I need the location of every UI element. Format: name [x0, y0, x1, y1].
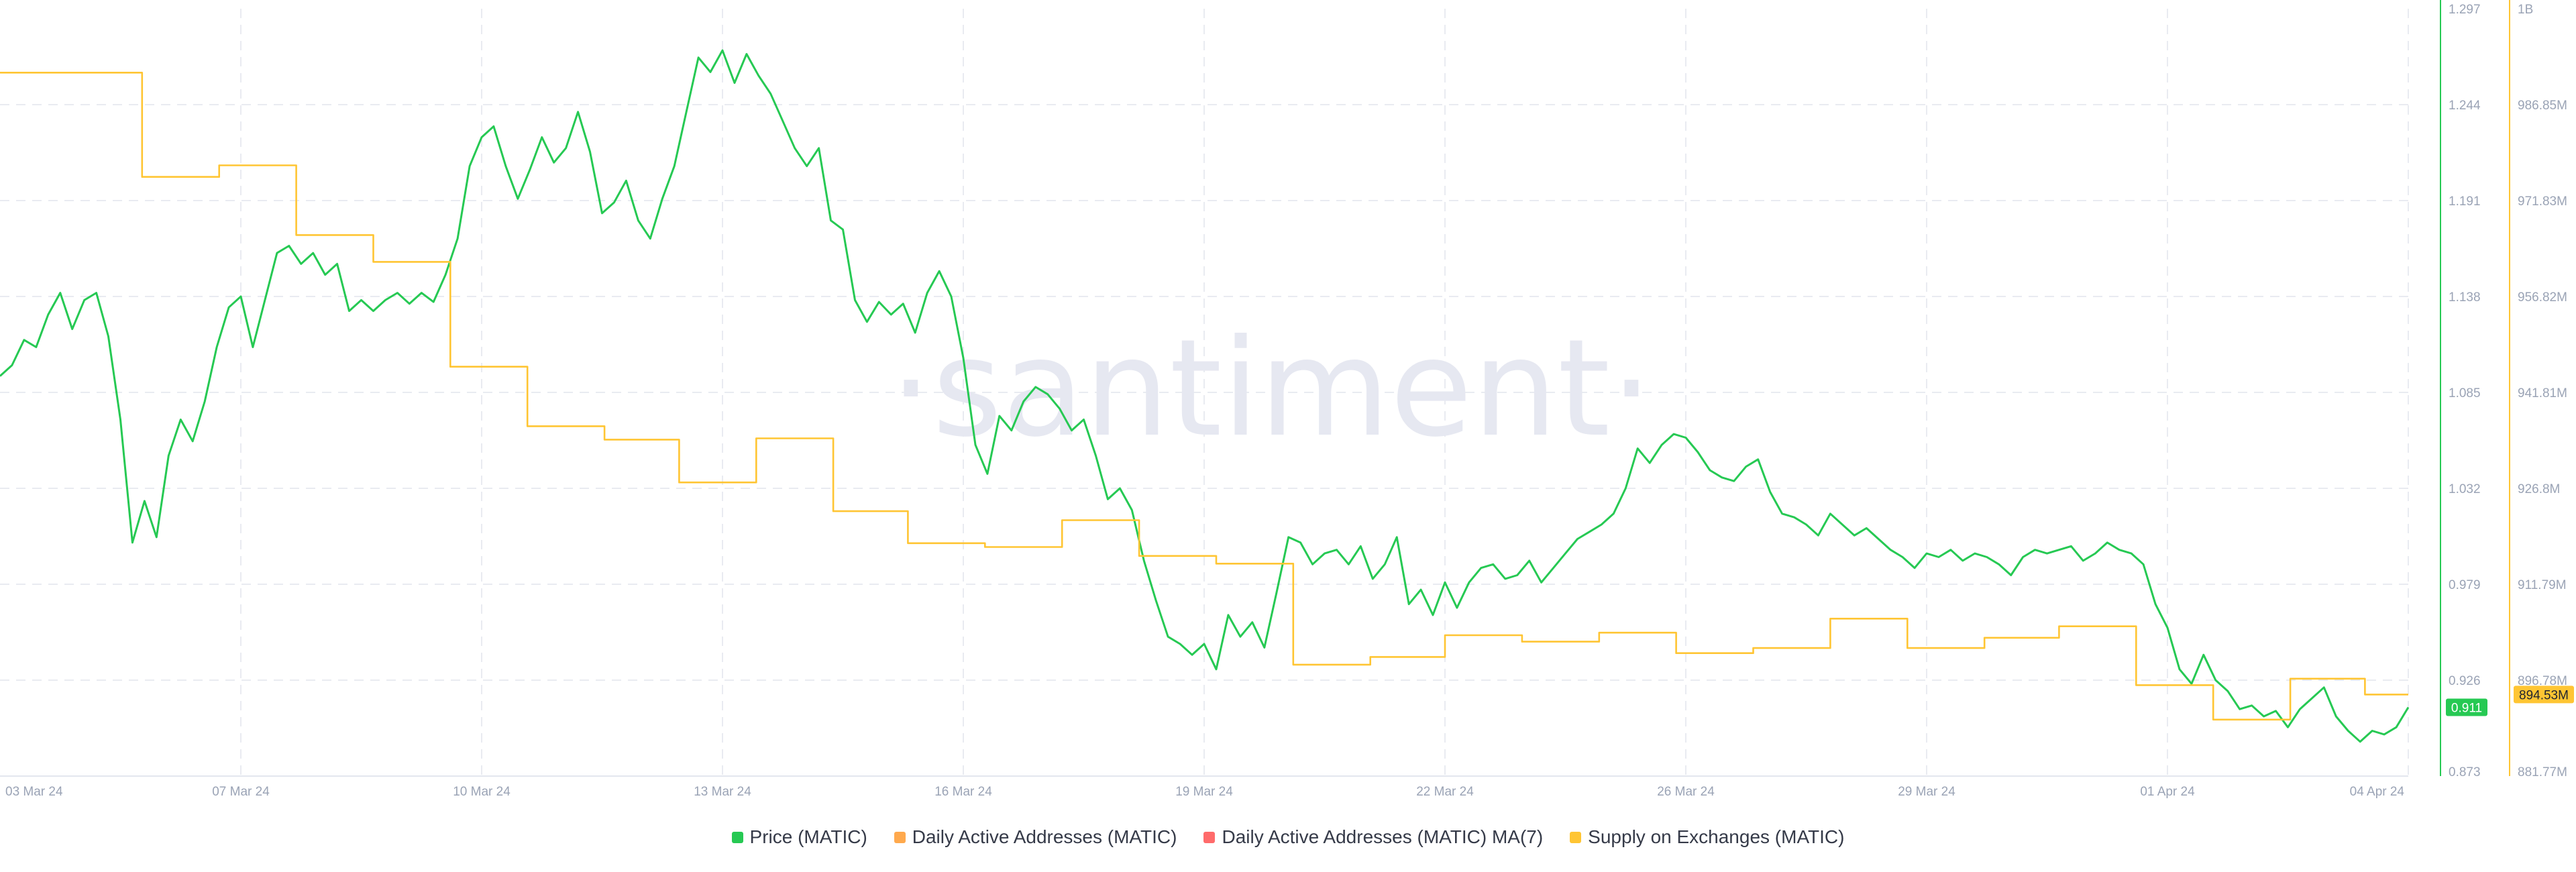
- price-axis-tick-label: 1.138: [2449, 290, 2481, 305]
- x-axis-tick-label: 04 Apr 24: [2350, 785, 2405, 799]
- legend-item-supply-on-exchanges[interactable]: Supply on Exchanges (MATIC): [1570, 826, 1844, 848]
- x-axis-tick-label: 19 Mar 24: [1175, 785, 1233, 799]
- legend-item-daily-active-addresses-ma7[interactable]: Daily Active Addresses (MATIC) MA(7): [1203, 826, 1543, 848]
- legend-item-price[interactable]: Price (MATIC): [731, 826, 867, 848]
- legend-label-supply-on-exchanges: Supply on Exchanges (MATIC): [1588, 826, 1845, 847]
- legend-label-daily-active-addresses: Daily Active Addresses (MATIC): [912, 826, 1177, 847]
- supply-axis-tick-label: 1B: [2518, 3, 2533, 17]
- series-layer: [0, 49, 2410, 743]
- legend-swatch-daily-active-addresses: [894, 831, 906, 843]
- legend-swatch-supply-on-exchanges: [1570, 831, 1582, 843]
- price-current-value-badge: [2446, 698, 2487, 716]
- series-line-price-matic: [0, 49, 2410, 743]
- supply-axis-tick-label: 926.8M: [2518, 482, 2560, 496]
- legend-item-daily-active-addresses[interactable]: Daily Active Addresses (MATIC): [894, 826, 1177, 848]
- label-layer: 1.297 1.244 1.191 1.138 1.085 1.032 0.979 0.926…: [5, 3, 2574, 799]
- supply-axis-tick-label: 971.83M: [2518, 195, 2567, 209]
- x-axis-tick-label: 03 Mar 24: [5, 785, 63, 799]
- x-axis-tick-label: 07 Mar 24: [212, 785, 270, 799]
- series-line-supply-on-exchanges-matic: [0, 72, 2408, 721]
- price-axis-tick-label: 1.032: [2449, 482, 2481, 496]
- price-axis-tick-label: 0.979: [2449, 578, 2481, 592]
- supply-axis-tick-label: 896.78M: [2518, 674, 2567, 688]
- x-axis-tick-label: 29 Mar 24: [1898, 785, 1955, 799]
- supply-axis-tick-label: 956.82M: [2518, 290, 2567, 305]
- price-current-value-text: 0.911: [2451, 701, 2482, 715]
- santiment-watermark: ·santiment·: [890, 311, 1653, 467]
- x-axis-tick-label: 22 Mar 24: [1416, 785, 1474, 799]
- price-axis-tick-label: 1.244: [2449, 99, 2481, 113]
- supply-current-value-badge: [2514, 686, 2574, 704]
- x-axis-tick-label: 26 Mar 24: [1657, 785, 1715, 799]
- legend-swatch-price: [731, 831, 743, 843]
- legend-swatch-daily-active-addresses-ma7: [1203, 831, 1216, 843]
- legend-label-daily-active-addresses-ma7: Daily Active Addresses (MATIC) MA(7): [1222, 826, 1544, 847]
- legend-label-price: Price (MATIC): [749, 826, 867, 847]
- price-axis-tick-label: 1.191: [2449, 195, 2481, 209]
- price-axis-tick-label: 0.926: [2449, 674, 2481, 688]
- price-axis-tick-label: 1.297: [2449, 3, 2481, 17]
- x-axis-tick-label: 16 Mar 24: [934, 785, 992, 799]
- x-axis-tick-label: 01 Apr 24: [2140, 785, 2195, 799]
- chart-legend: Price (MATIC) Daily Active Addresses (MA…: [0, 824, 2576, 851]
- supply-axis-tick-label: 911.79M: [2518, 578, 2567, 592]
- x-axis-tick-label: 13 Mar 24: [694, 785, 751, 799]
- axis-layer: [0, 0, 2510, 777]
- supply-axis-tick-label: 941.81M: [2518, 386, 2567, 400]
- price-axis-tick-label: 0.873: [2449, 765, 2481, 779]
- supply-current-value-text: 894.53M: [2519, 688, 2569, 702]
- x-axis-tick-label: 10 Mar 24: [453, 785, 511, 799]
- supply-axis-tick-label: 986.85M: [2518, 99, 2567, 113]
- price-axis-tick-label: 1.085: [2449, 386, 2481, 400]
- supply-axis-tick-label: 881.77M: [2518, 765, 2567, 779]
